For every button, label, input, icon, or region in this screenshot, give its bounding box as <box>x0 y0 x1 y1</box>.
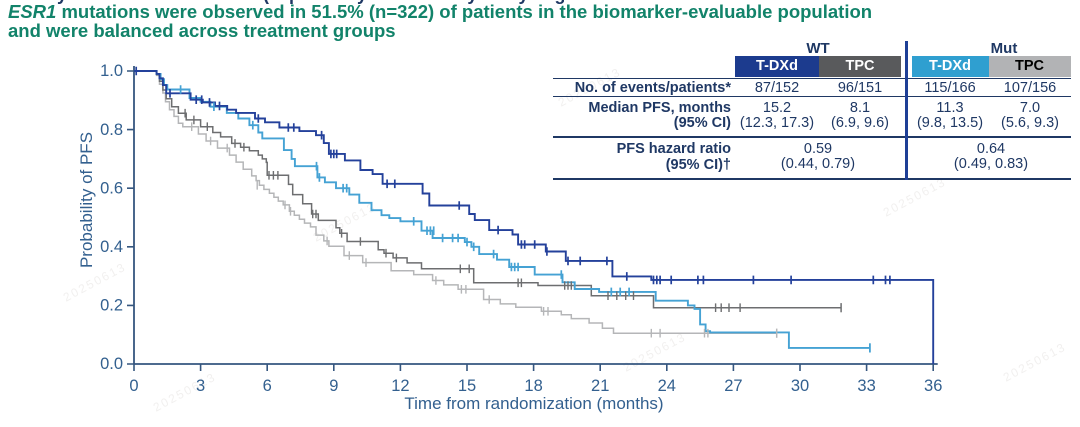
svg-text:6: 6 <box>263 377 272 395</box>
svg-text:1.0: 1.0 <box>100 62 123 80</box>
svg-text:Probability of PFS: Probability of PFS <box>77 132 96 268</box>
svg-text:0.8: 0.8 <box>100 121 123 139</box>
svg-text:0.6: 0.6 <box>100 179 123 197</box>
svg-text:9: 9 <box>329 377 338 395</box>
svg-text:15: 15 <box>458 377 476 395</box>
svg-text:12: 12 <box>391 377 409 395</box>
svg-text:3: 3 <box>196 377 205 395</box>
svg-text:36: 36 <box>924 377 942 395</box>
svg-text:21: 21 <box>591 377 609 395</box>
svg-text:0.0: 0.0 <box>100 355 123 373</box>
svg-text:0.2: 0.2 <box>100 297 123 315</box>
svg-text:Time from randomization (month: Time from randomization (months) <box>404 394 663 413</box>
svg-text:33: 33 <box>857 377 875 395</box>
svg-text:18: 18 <box>524 377 542 395</box>
svg-text:30: 30 <box>791 377 809 395</box>
svg-text:0.4: 0.4 <box>100 238 123 256</box>
svg-text:24: 24 <box>658 377 676 395</box>
svg-text:27: 27 <box>724 377 742 395</box>
svg-text:0: 0 <box>129 377 138 395</box>
